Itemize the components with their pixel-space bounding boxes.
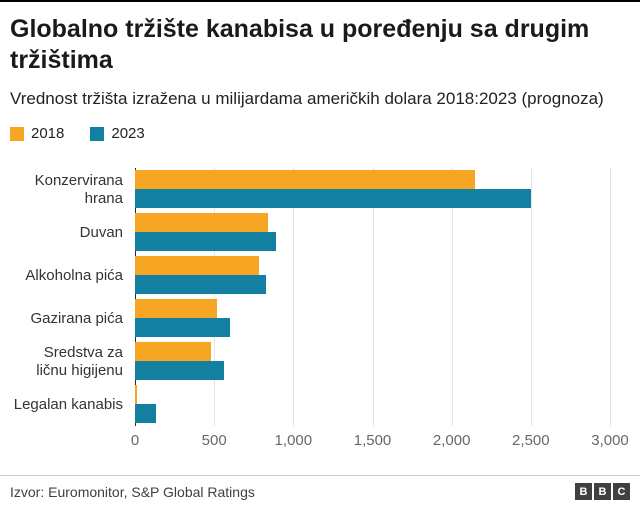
x-tick-label: 1,500 xyxy=(353,432,392,450)
chart-subtitle: Vrednost tržišta izražena u milijardama … xyxy=(10,89,604,108)
bbc-logo: B B C xyxy=(575,483,630,500)
gridline xyxy=(214,168,216,427)
x-tick-label: 2,500 xyxy=(512,432,550,450)
x-tick-label: 3,000 xyxy=(591,432,629,450)
bar-2023-1 xyxy=(135,189,531,209)
bar-2018-4 xyxy=(135,299,218,319)
x-tick-label: 1,000 xyxy=(274,432,313,450)
category-label: Konzervirana hrana xyxy=(34,172,123,207)
source-text: Izvor: Euromonitor, S&P Global Ratings xyxy=(10,483,255,500)
legend-item-2018: 2018 xyxy=(10,125,64,142)
bar-2023-6 xyxy=(135,404,156,424)
gridline xyxy=(451,168,453,427)
bar-2023-3 xyxy=(135,275,267,295)
bbc-logo-block: C xyxy=(613,483,630,500)
bbc-logo-block: B xyxy=(575,483,592,500)
gridline xyxy=(372,168,374,427)
gridline xyxy=(293,168,295,427)
bar-2018-6 xyxy=(135,385,137,405)
legend: 2018 2023 xyxy=(10,125,610,142)
bar-2023-4 xyxy=(135,318,230,338)
gridline xyxy=(610,168,611,427)
legend-item-2023: 2023 xyxy=(90,125,145,143)
bar-2023-5 xyxy=(135,361,224,381)
axis-baseline xyxy=(135,168,136,427)
category-label: Duvan xyxy=(79,223,123,241)
x-tick-label: 500 xyxy=(201,432,227,450)
plot: 0 500 1,000 1,500 2,000 2,500 3,000 Konzerviran… xyxy=(14,168,629,456)
category-label: Sredstva za ličnu higijenu xyxy=(36,344,123,379)
footer: Izvor: Euromonitor, S&P Global Ratings B… xyxy=(0,475,640,509)
bar-2018-1 xyxy=(135,170,476,190)
category-label: Legalan kanabis xyxy=(13,395,123,413)
legend-label-2018: 2018 xyxy=(31,125,65,143)
bar-2018-3 xyxy=(135,256,259,276)
page-title: Globalno tržište kanabisa u poređenju sa… xyxy=(10,15,590,74)
top-border-line xyxy=(0,0,640,2)
category-label: Gazirana pića xyxy=(30,309,123,327)
x-tick-label: 2,000 xyxy=(432,432,471,450)
x-tick-label: 0 xyxy=(130,432,140,450)
bar-2018-2 xyxy=(135,213,268,233)
bar-2018-5 xyxy=(135,342,211,362)
bar-chart: 0 500 1,000 1,500 2,000 2,500 3,000 Konzerviran… xyxy=(10,168,629,456)
legend-label-2023: 2023 xyxy=(111,125,145,143)
bbc-logo-block: B xyxy=(594,483,611,500)
legend-swatch-2018 xyxy=(10,126,24,141)
content: Globalno tržište kanabisa u poređenju sa… xyxy=(0,2,640,456)
gridline xyxy=(530,168,532,427)
legend-swatch-2023 xyxy=(90,126,105,141)
category-label: Alkoholna pića xyxy=(25,266,123,284)
bar-2023-2 xyxy=(135,232,276,252)
